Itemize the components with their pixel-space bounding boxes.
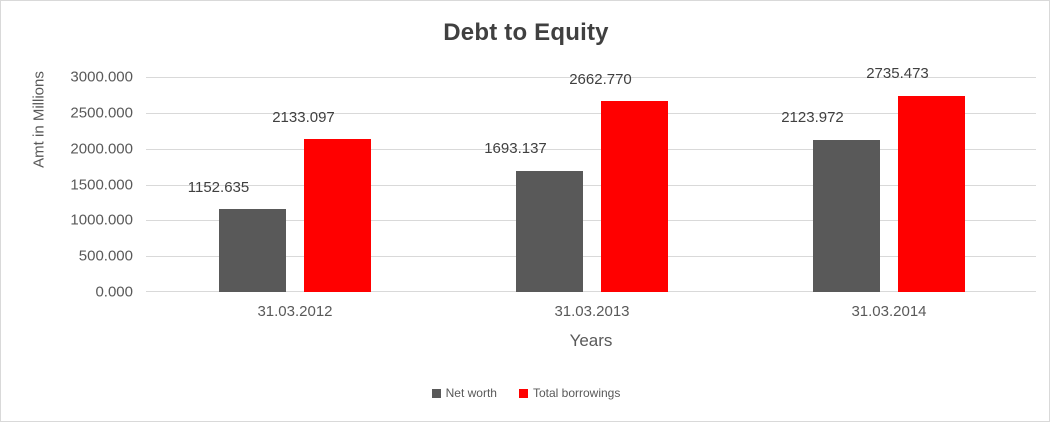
y-tick-500: 500.000	[78, 247, 133, 265]
gridline-1000	[146, 220, 1036, 222]
gridline-1500	[146, 184, 1036, 186]
chart-title: Debt to Equity	[443, 19, 609, 46]
axis-line-0	[146, 291, 1036, 292]
bar-networth-2014[interactable]	[813, 139, 880, 292]
legend-swatch-icon-borrowings	[518, 388, 528, 398]
y-tick-2500: 2500.000	[70, 104, 133, 122]
gridline-2000	[146, 148, 1036, 150]
x-category-label-2014: 31.03.2014	[851, 303, 927, 320]
chart-legend: Net worth Total borrowings	[1, 386, 1049, 400]
x-category-label-2013: 31.03.2013	[554, 303, 630, 320]
x-axis-title: Years	[569, 331, 613, 350]
value-label-borrowings-2014: 2735.473	[866, 65, 929, 82]
legend-label-borrowings: Total borrowings	[532, 386, 621, 400]
legend-item-networth[interactable]: Net worth	[431, 386, 497, 400]
value-label-networth-2013: 1693.137	[484, 140, 547, 157]
plot-area	[146, 77, 1036, 292]
value-label-networth-2012: 1152.635	[187, 179, 250, 196]
y-tick-2000: 2000.000	[70, 140, 133, 158]
legend-item-borrowings[interactable]: Total borrowings	[518, 386, 621, 400]
x-category-label-2012: 31.03.2012	[257, 303, 333, 320]
bar-borrowings-2012[interactable]	[304, 139, 371, 292]
legend-label-networth: Net worth	[445, 386, 497, 400]
value-label-borrowings-2013: 2662.770	[569, 71, 632, 88]
gridline-500	[146, 256, 1036, 258]
bar-networth-2013[interactable]	[516, 170, 583, 292]
y-tick-0: 0.000	[95, 283, 133, 301]
gridline-2500	[146, 112, 1036, 114]
legend-swatch-icon-networth	[431, 388, 441, 398]
value-label-borrowings-2012: 2133.097	[272, 109, 335, 126]
y-axis-tick-labels: 3000.000 2500.000 2000.000 1500.000 1000…	[23, 69, 133, 301]
bar-networth-2012[interactable]	[219, 209, 286, 292]
y-tick-3000: 3000.000	[70, 68, 133, 86]
bar-borrowings-2013[interactable]	[601, 101, 668, 292]
bar-borrowings-2014[interactable]	[898, 95, 965, 292]
value-label-networth-2014: 2123.972	[781, 109, 844, 126]
gridline-3000	[146, 77, 1036, 78]
y-tick-1500: 1500.000	[70, 176, 133, 193]
y-tick-1000: 1000.000	[70, 211, 133, 229]
